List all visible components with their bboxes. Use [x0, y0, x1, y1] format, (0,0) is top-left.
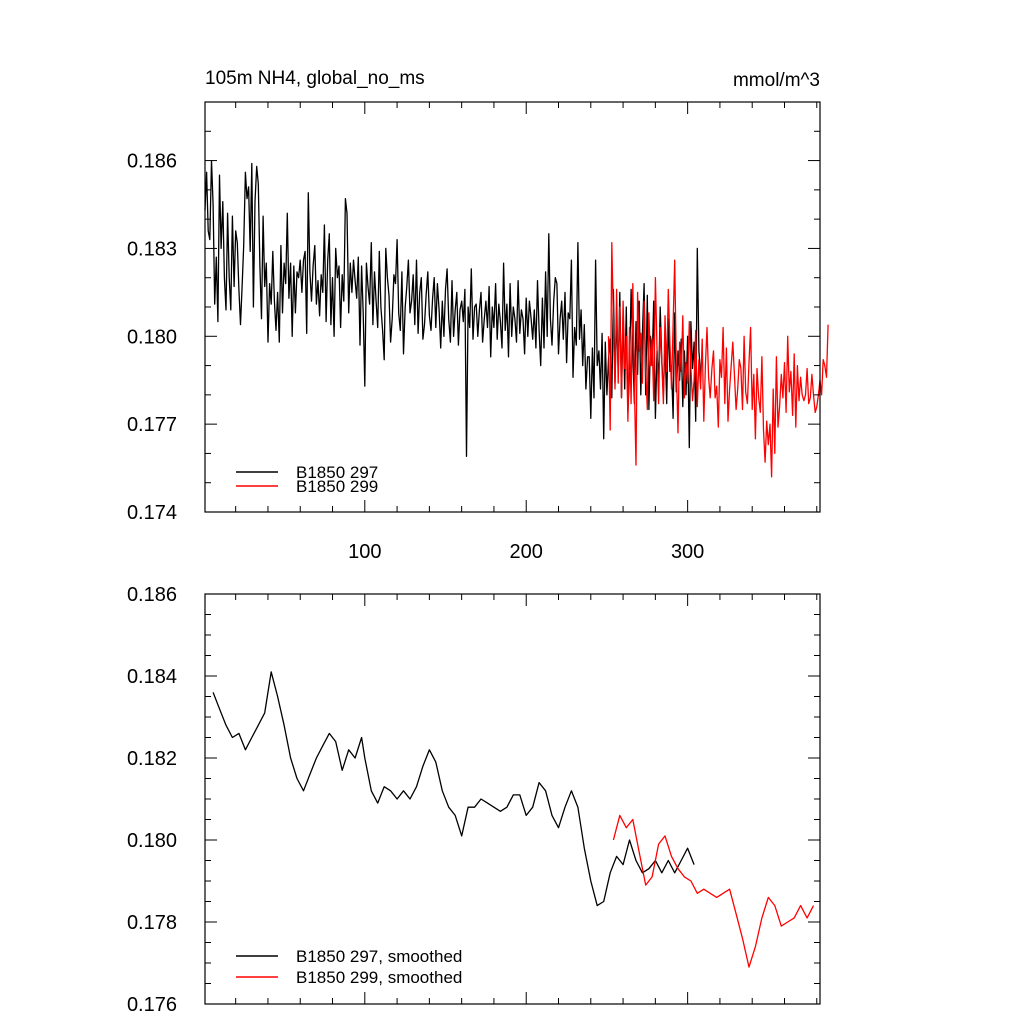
legend-label: B1850 299, smoothed — [296, 968, 462, 987]
series-line-2 — [607, 241, 829, 478]
bottom-panel: 0.176 0.178 0.180 0.182 0.184 0.186 B1850 297,… — [127, 584, 821, 1016]
units-label: mmol/m^3 — [733, 70, 820, 91]
legend-label: B1850 297, smoothed — [296, 947, 462, 966]
top-panel: 100 200 300 0.174 0.177 0.180 0.183 0.186 B1850 … — [127, 101, 829, 563]
plot-frame — [204, 593, 821, 1005]
legend-label: B1850 299 — [296, 477, 378, 496]
x-tick-label: 300 — [671, 541, 704, 563]
series-line-2 — [612, 814, 815, 968]
series-line-1 — [212, 671, 695, 907]
y-tick-label: 0.180 — [127, 326, 177, 348]
y-tick-label: 0.183 — [127, 238, 177, 260]
figure-title: 105m NH4, global_no_ms — [205, 68, 425, 89]
y-tick-label: 0.176 — [127, 994, 177, 1016]
y-tick-label: 0.180 — [127, 830, 177, 852]
y-tick-label: 0.184 — [127, 666, 177, 688]
y-tick-label: 0.186 — [127, 151, 177, 173]
plot-frame — [204, 101, 821, 513]
x-tick-label: 200 — [510, 541, 543, 563]
series-line-1 — [204, 159, 702, 458]
y-tick-label: 0.177 — [127, 414, 177, 436]
x-tick-label: 100 — [348, 541, 381, 563]
y-tick-label: 0.178 — [127, 912, 177, 934]
y-tick-label: 0.186 — [127, 584, 177, 606]
legend-label: B1850 297 — [296, 463, 378, 482]
y-tick-label: 0.182 — [127, 748, 177, 770]
y-tick-label: 0.174 — [127, 502, 177, 524]
